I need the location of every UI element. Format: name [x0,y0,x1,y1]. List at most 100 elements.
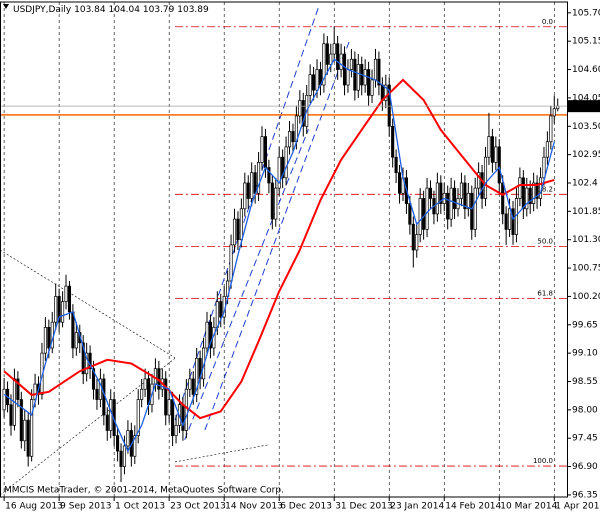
candle-body [164,378,168,416]
y-tick-label: 100.75 [572,264,600,274]
candle-body [85,352,89,375]
candle-body [243,182,247,210]
candle-body [408,203,412,225]
candle-body [384,84,388,101]
y-tick-label: 105.15 [572,37,600,47]
candle-body [16,378,20,400]
x-tick-label: 1 Apr 2014 [555,502,600,512]
candle-body [274,187,278,220]
candle-body [116,435,120,452]
trendline [174,4,320,421]
candle-body [287,131,292,148]
candle-body [463,182,467,210]
candle-body [336,43,340,70]
candle-body [136,399,140,436]
candle-body [23,419,27,442]
candle-body [521,177,525,210]
y-tick-label: 103.50 [572,122,600,132]
candle-body [143,378,147,390]
candle-body [483,156,488,199]
candle-body [205,321,209,349]
y-tick-label: 102.95 [572,150,600,160]
candle-body [470,192,474,230]
x-tick-label: 10 Mar 2014 [500,502,557,512]
candle-body [291,131,295,143]
candle-body [67,285,72,313]
fib-label: 0.0 [542,18,553,26]
candle-body [184,388,188,431]
candle-body [518,177,522,199]
candle-body [91,368,96,390]
candle-body [167,399,171,416]
candle-body [411,223,415,251]
candle-body [501,182,505,215]
x-tick-label: 16 Aug 2013 [5,502,63,512]
candle-body [267,167,271,184]
candle-body [174,424,178,436]
candle-body [47,327,51,349]
fib-label: 61.8 [537,289,553,297]
candle-body [98,378,102,400]
candle-body [435,182,439,215]
candle-body [377,58,381,86]
header-ohlc: 103.79 [143,5,175,15]
x-tick-label: 1 Oct 2013 [115,502,165,512]
candle-body [549,115,553,143]
fib-label: 38.2 [537,185,553,193]
y-tick-label: 105.70 [572,8,600,18]
candle-body [394,156,398,174]
candle-body [30,399,34,457]
y-tick-label: 102.4 [572,178,598,188]
x-tick-label: 23 Jan 2014 [390,502,444,512]
trendline [204,39,351,431]
candle-body [301,100,305,127]
candle-body [387,84,391,127]
footer: MMCIS MetaTrader, © 2001-2014, MetaQuote… [4,486,284,496]
fib-label: 100.0 [533,457,553,465]
candle-body [191,378,195,395]
candle-body [260,136,264,163]
candle-body [308,74,312,96]
candle-body [480,172,484,199]
y-tick-label: 101.30 [572,235,600,245]
candle-body [239,208,243,241]
x-tick-label: 6 Dec 2013 [280,502,332,512]
header-ohlc: 103.89 [177,5,209,15]
candle-body [504,213,508,230]
candle-body [453,187,457,210]
candle-body [415,234,419,251]
candle-body [466,192,470,210]
y-tick-label: 99.10 [572,349,598,359]
candle-body [490,136,494,163]
candle-body [2,388,6,411]
candle-body [525,187,529,210]
candle-body [253,172,257,194]
candle-body [477,172,481,189]
y-tick-label: 96.90 [572,462,598,472]
candle-body [126,430,130,447]
candle-body [54,296,58,323]
candle-body [449,187,453,220]
candle-body [373,58,378,81]
x-tick-label: 14 Feb 2014 [445,502,501,512]
candle-body [71,311,75,349]
y-tick-label: 101.85 [572,207,600,217]
candle-body [473,187,477,230]
candle-body [422,198,426,230]
candle-body [425,187,429,230]
trendline [184,129,309,440]
candle-body [188,378,192,390]
candle-body [9,404,13,426]
symbol: USDJPY,Daily [13,5,72,15]
header-ohlc: 104.04 [109,5,141,15]
candle-body [459,182,463,199]
candle-body [428,187,433,199]
candle-body [312,74,316,91]
candle-body [370,79,374,96]
candle-body [367,69,371,96]
candle-body [446,192,450,220]
candle-body [257,162,261,194]
candle-body [105,414,109,431]
candle-body [43,327,47,354]
